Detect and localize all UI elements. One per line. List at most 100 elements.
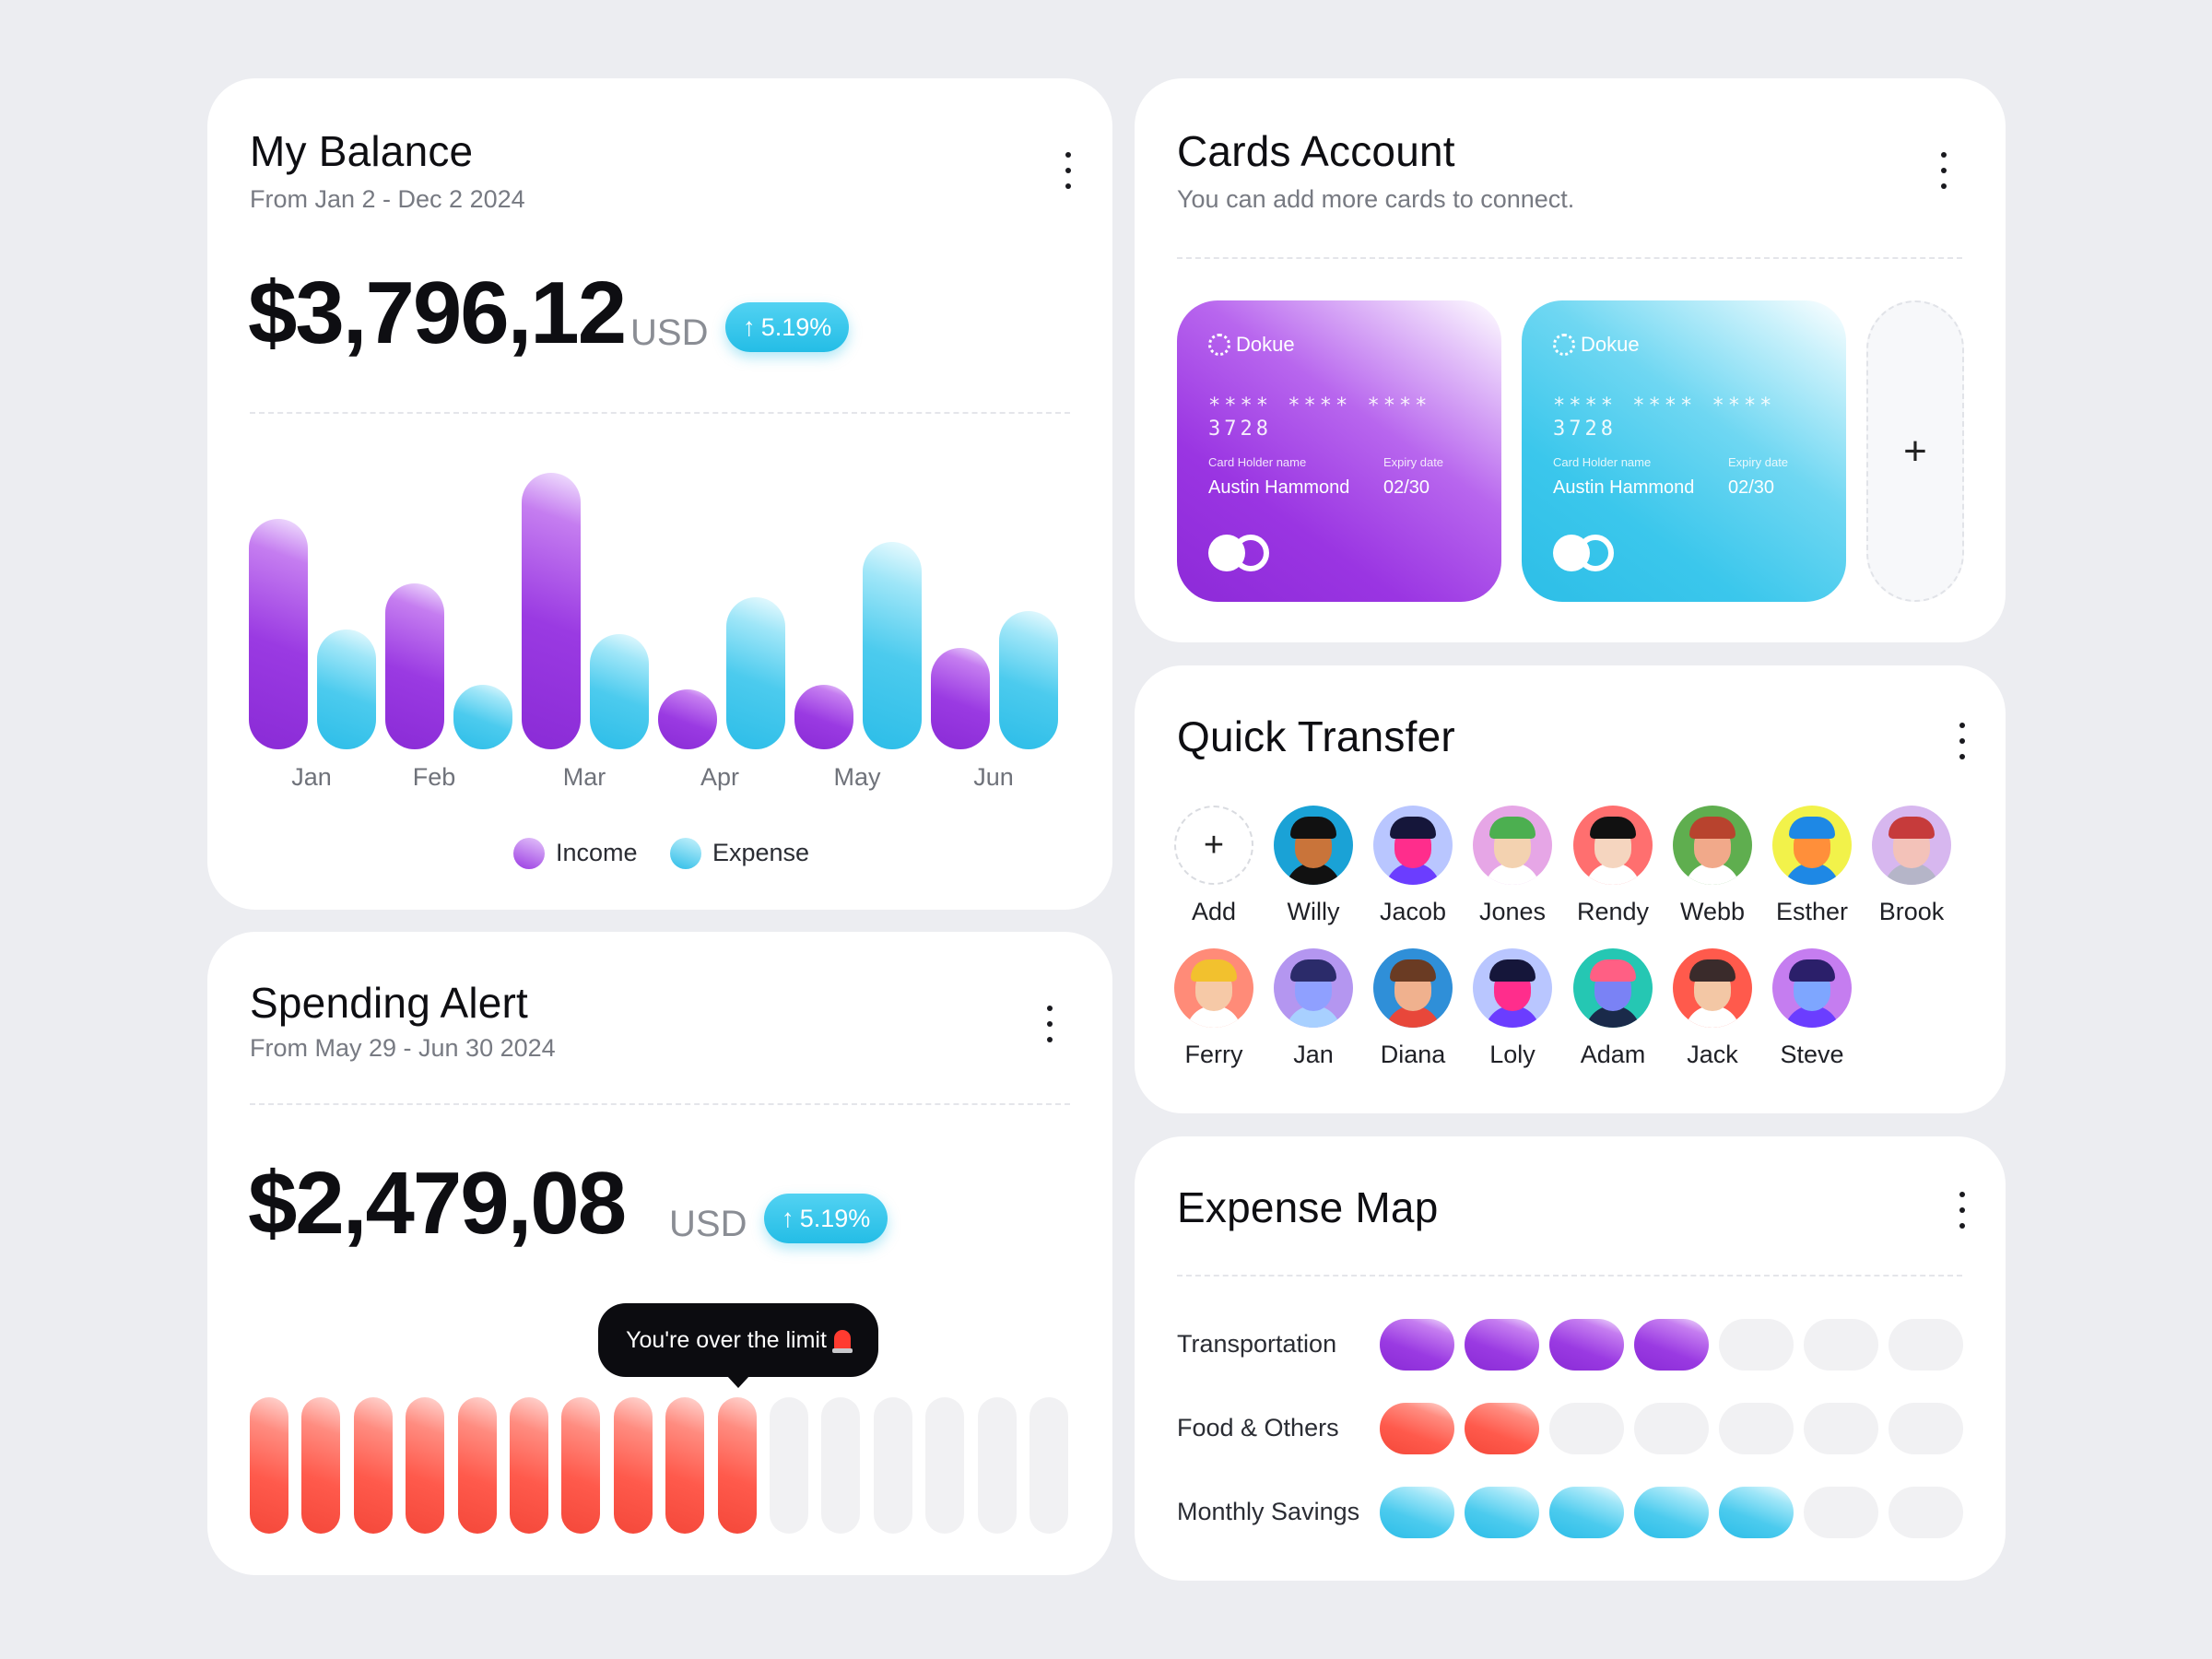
card-holder-label: Card Holder name [1208,455,1307,469]
avatar[interactable] [1573,806,1653,885]
my-balance-card: My Balance From Jan 2 - Dec 2 2024 $3,79… [207,78,1112,910]
recipient-jan[interactable]: Jan [1263,948,1364,1069]
recipient-name: Diana [1380,1041,1446,1068]
recipient-esther[interactable]: Esther [1761,806,1863,926]
card-number: **** **** **** 3728 [1553,394,1776,441]
recipient-name: Jack [1687,1041,1738,1068]
avatar[interactable] [1373,948,1453,1028]
balance-divider [250,412,1070,414]
card-number: **** **** **** 3728 [1208,394,1431,441]
avatar[interactable] [1673,806,1752,885]
spending-title: Spending Alert [250,979,529,1027]
balance-more-menu-icon[interactable] [1059,152,1077,189]
bar-income-jun[interactable] [931,648,990,749]
recipient-willy[interactable]: Willy [1263,806,1364,926]
recipient-name: Steve [1780,1041,1844,1068]
recipient-name: Jan [1293,1041,1334,1068]
expense-map-segment [1465,1403,1539,1454]
card-brand: Dokue [1553,333,1640,357]
bar-expense-jun[interactable] [999,611,1058,749]
bank-card-cyan[interactable]: Dokue **** **** **** 3728 Card Holder na… [1522,300,1846,602]
card-expiry-label: Expiry date [1728,455,1789,469]
spending-currency: USD [669,1204,747,1244]
expense-map-more-menu-icon[interactable] [1953,1192,1971,1229]
transfer-more-menu-icon[interactable] [1953,723,1971,759]
spending-change-badge: ↑ 5.19% [764,1194,888,1243]
bar-expense-apr[interactable] [726,597,785,749]
balance-amount: $3,796,12 [248,264,627,362]
expense-map-segment [1380,1319,1454,1371]
expense-map-segment [1549,1403,1624,1454]
avatar[interactable] [1274,806,1353,885]
cards-more-menu-icon[interactable] [1935,152,1953,189]
recipient-loly[interactable]: Loly [1462,948,1563,1069]
spending-date-range: From May 29 - Jun 30 2024 [250,1034,556,1062]
spending-more-menu-icon[interactable] [1041,1006,1059,1042]
avatar[interactable] [1174,948,1253,1028]
bar-income-mar[interactable] [522,473,581,749]
recipient-name: Esther [1775,898,1849,925]
arrow-up-icon: ↑ [742,312,756,341]
avatar[interactable] [1772,806,1852,885]
recipient-jones[interactable]: Jones [1462,806,1563,926]
recipient-jacob[interactable]: Jacob [1362,806,1464,926]
bar-expense-jan[interactable] [317,629,376,749]
x-tick-label: Jan [291,763,332,791]
bar-expense-mar[interactable] [590,634,649,749]
expense-map-segment [1380,1487,1454,1538]
plus-icon: + [1903,428,1927,474]
recipient-name: Willy [1287,898,1340,925]
avatar[interactable] [1473,948,1552,1028]
spending-meter-segment [1030,1397,1068,1534]
avatar[interactable] [1673,948,1752,1028]
recipient-webb[interactable]: Webb [1662,806,1763,926]
expense-map-segment [1804,1319,1878,1371]
card-holder-label: Card Holder name [1553,455,1652,469]
avatar[interactable] [1373,806,1453,885]
add-recipient-button[interactable]: + [1174,806,1253,885]
recipient-brook[interactable]: Brook [1861,806,1962,926]
card-brand-name: Dokue [1236,333,1295,356]
bar-income-feb[interactable] [385,583,444,749]
cards-divider [1177,257,1962,259]
expense-map-segment [1719,1319,1794,1371]
recipient-adam[interactable]: Adam [1562,948,1664,1069]
bar-income-jan[interactable] [249,519,308,749]
expense-map-segment [1804,1487,1878,1538]
expense-map-title: Expense Map [1177,1183,1439,1231]
expense-map-segment [1549,1487,1624,1538]
expense-map-card: Expense Map Transportation Food & Others M… [1135,1136,2006,1581]
avatar[interactable] [1473,806,1552,885]
bar-income-may[interactable] [794,685,853,749]
recipient-steve[interactable]: Steve [1761,948,1863,1069]
bank-card-purple[interactable]: Dokue **** **** **** 3728 Card Holder na… [1177,300,1501,602]
legend-expense-dot [670,838,701,869]
over-limit-tooltip: You're over the limit [598,1303,878,1388]
recipient-rendy[interactable]: Rendy [1562,806,1664,926]
bar-income-apr[interactable] [658,689,717,749]
add-recipient[interactable]: + Add [1163,806,1265,926]
recipient-jack[interactable]: Jack [1662,948,1763,1069]
card-expiry-date: 02/30 [1728,477,1775,498]
avatar[interactable] [1772,948,1852,1028]
sun-logo-icon [1208,334,1230,356]
bar-expense-feb[interactable] [453,685,512,749]
cards-subtitle: You can add more cards to connect. [1177,185,1575,213]
avatar[interactable] [1274,948,1353,1028]
bar-expense-may[interactable] [863,542,922,749]
card-brand-name: Dokue [1581,333,1640,356]
balance-currency: USD [630,312,709,353]
expense-map-segment [1719,1487,1794,1538]
avatar[interactable] [1573,948,1653,1028]
x-tick-label: Jun [973,763,1014,791]
spending-meter-segment [977,1397,1017,1534]
recipient-name: Loly [1489,1041,1535,1068]
spending-meter-segment [301,1397,341,1534]
avatar[interactable] [1872,806,1951,885]
recipient-ferry[interactable]: Ferry [1163,948,1265,1069]
recipient-diana[interactable]: Diana [1362,948,1464,1069]
expense-map-segment [1804,1403,1878,1454]
add-card-button[interactable]: + [1866,300,1964,602]
expense-map-segment [1634,1403,1709,1454]
recipient-name: Adam [1580,1041,1646,1068]
